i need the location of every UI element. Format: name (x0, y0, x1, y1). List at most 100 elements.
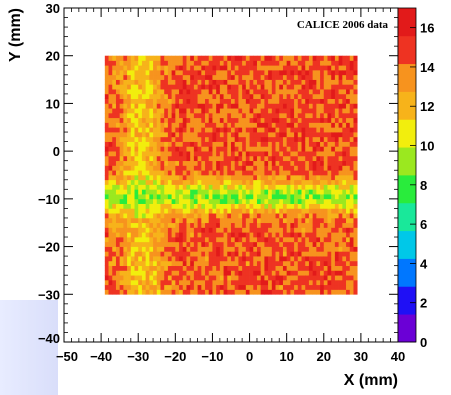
heatmap-cell (130, 284, 135, 290)
heatmap-cell (171, 237, 176, 243)
heatmap-cell (219, 70, 224, 76)
heatmap-cell (227, 232, 232, 238)
heatmap-cell (323, 165, 328, 171)
heatmap-cell (179, 194, 184, 200)
heatmap-cell (268, 60, 273, 66)
heatmap-cell (290, 103, 295, 109)
heatmap-cell (282, 213, 288, 219)
heatmap-cell (149, 203, 154, 209)
heatmap-cell (312, 203, 317, 209)
heatmap-cell (182, 251, 187, 257)
heatmap-cell (249, 170, 254, 176)
heatmap-cell (260, 284, 265, 290)
heatmap-cell (271, 184, 276, 190)
heatmap-cell (245, 146, 250, 152)
heatmap-cell (308, 103, 313, 109)
heatmap-cell (219, 270, 224, 276)
heatmap-cell (334, 194, 339, 200)
heatmap-cell (260, 98, 265, 104)
heatmap-cell (238, 60, 243, 66)
heatmap-cell (104, 222, 109, 228)
heatmap-cell (253, 289, 258, 295)
heatmap-cell (290, 65, 295, 71)
heatmap-cell (208, 165, 213, 171)
heatmap-cell (141, 98, 146, 104)
heatmap-cell (320, 89, 325, 95)
heatmap-cell (279, 93, 284, 100)
heatmap-cell (182, 265, 187, 271)
heatmap-cell (256, 65, 262, 71)
heatmap-cell (164, 84, 169, 90)
heatmap-cell (242, 284, 247, 290)
heatmap-cell (208, 194, 213, 200)
heatmap-cell (164, 184, 169, 190)
heatmap-cell (260, 112, 265, 119)
heatmap-cell (119, 260, 124, 267)
heatmap-cell (186, 60, 191, 66)
heatmap-cell (197, 251, 202, 257)
heatmap-cell (342, 65, 347, 71)
heatmap-cell (249, 70, 254, 76)
heatmap-cell (245, 136, 250, 142)
heatmap-cell (112, 132, 117, 138)
heatmap-cell (320, 93, 325, 100)
heatmap-cell (271, 108, 276, 114)
heatmap-cell (282, 198, 288, 204)
heatmap-cell (223, 160, 228, 166)
heatmap-cell (208, 198, 213, 204)
heatmap-cell (323, 213, 328, 219)
heatmap-cell (193, 213, 198, 219)
heatmap-cell (327, 241, 332, 247)
heatmap-cell (138, 198, 143, 204)
heatmap-cell (349, 275, 354, 281)
heatmap-cell (271, 241, 276, 247)
heatmap-cell (242, 208, 247, 214)
heatmap-cell (130, 165, 135, 171)
heatmap-cell (308, 112, 313, 119)
heatmap-cell (290, 93, 295, 100)
heatmap-cell (223, 93, 228, 100)
heatmap-cell (208, 289, 213, 295)
heatmap-cell (297, 65, 302, 71)
heatmap-cell (353, 222, 358, 228)
heatmap-cell (186, 103, 191, 109)
heatmap-cell (160, 127, 165, 133)
heatmap-cell (167, 79, 172, 85)
heatmap-cell (338, 155, 343, 162)
heatmap-cell (286, 108, 291, 114)
heatmap-cell (186, 189, 191, 195)
heatmap-cell (260, 289, 265, 295)
heatmap-cell (208, 122, 213, 128)
heatmap-cell (238, 270, 243, 276)
heatmap-cell (175, 84, 180, 90)
heatmap-cell (256, 112, 262, 119)
heatmap-cell (130, 84, 135, 90)
heatmap-cell (331, 184, 336, 190)
heatmap-cell (153, 74, 158, 80)
heatmap-cell (138, 275, 143, 281)
heatmap-cell (223, 227, 228, 233)
heatmap-cell (242, 60, 247, 66)
heatmap-cell (115, 89, 121, 95)
heatmap-cell (167, 227, 172, 233)
heatmap-cell (186, 227, 191, 233)
heatmap-cell (108, 217, 113, 224)
heatmap-cell (127, 65, 132, 71)
heatmap-cell (271, 65, 276, 71)
heatmap-cell (286, 60, 291, 66)
heatmap-cell (327, 289, 332, 295)
heatmap-cell (308, 175, 313, 181)
heatmap-cell (227, 127, 232, 133)
heatmap-cell (275, 79, 280, 85)
heatmap-cell (327, 132, 332, 138)
heatmap-cell (282, 256, 288, 262)
heatmap-cell (282, 227, 288, 233)
heatmap-cell (108, 232, 113, 238)
heatmap-cell (212, 70, 217, 76)
heatmap-cell (145, 241, 150, 247)
heatmap-cell (186, 222, 191, 228)
heatmap-cell (171, 98, 176, 104)
heatmap-cell (264, 270, 269, 276)
heatmap-cell (253, 79, 258, 85)
heatmap-cell (219, 213, 224, 219)
